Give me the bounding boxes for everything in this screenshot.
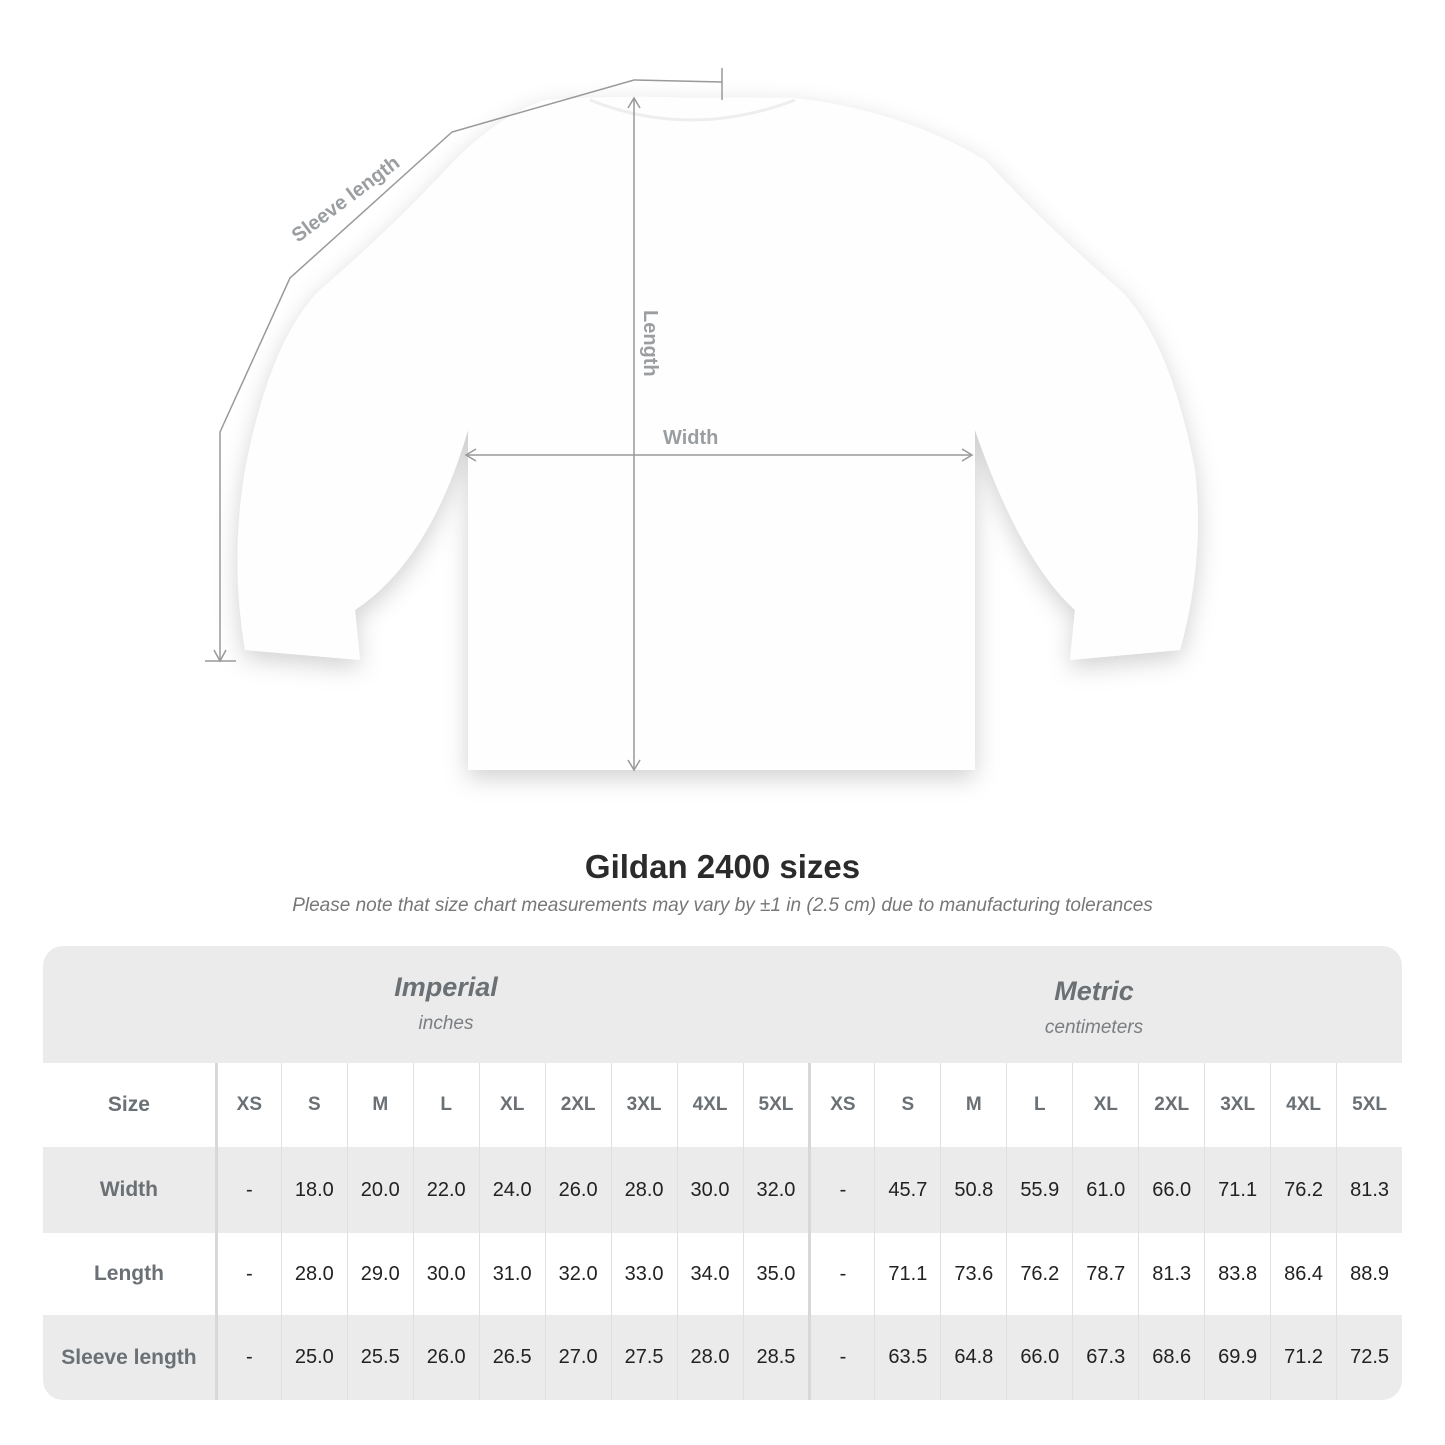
size-header-metric: 5XL bbox=[1336, 1063, 1402, 1147]
value-cell-imperial: 33.0 bbox=[610, 1233, 677, 1315]
sleeve-measure-line bbox=[219, 79, 723, 660]
value-cell-imperial: 32.0 bbox=[544, 1233, 611, 1315]
value-cell-metric: - bbox=[808, 1315, 874, 1400]
value-cell-metric: 81.3 bbox=[1138, 1233, 1204, 1315]
value-cell-metric: 71.1 bbox=[874, 1233, 940, 1315]
row-label: Width bbox=[99, 1178, 158, 1201]
size-header-imperial: 5XL bbox=[742, 1063, 809, 1147]
size-header-metric: L bbox=[1006, 1063, 1072, 1147]
value-cell-imperial: 28.0 bbox=[610, 1147, 677, 1233]
value-cell-imperial: 27.5 bbox=[610, 1315, 677, 1400]
value-cell-metric: 76.2 bbox=[1270, 1147, 1336, 1233]
row-label: Length bbox=[93, 1262, 164, 1285]
value-cell-metric: 64.8 bbox=[940, 1315, 1006, 1400]
size-header-metric: 4XL bbox=[1270, 1063, 1336, 1147]
value-cell-imperial: 26.0 bbox=[544, 1147, 611, 1233]
value-cell-imperial: 24.0 bbox=[478, 1147, 545, 1233]
value-cell-imperial: 35.0 bbox=[742, 1233, 809, 1315]
value-cell-imperial: 20.0 bbox=[346, 1147, 413, 1233]
size-header-imperial: 3XL bbox=[610, 1063, 677, 1147]
table-header-band bbox=[43, 946, 1402, 1063]
size-header-metric: 2XL bbox=[1138, 1063, 1204, 1147]
size-header-imperial: M bbox=[346, 1063, 413, 1147]
shirt-shape bbox=[237, 96, 1198, 770]
value-cell-metric: 50.8 bbox=[940, 1147, 1006, 1233]
value-cell-imperial: 26.5 bbox=[478, 1315, 545, 1400]
value-cell-metric: 88.9 bbox=[1336, 1233, 1402, 1315]
width-label: Width bbox=[663, 427, 718, 449]
imperial-unit: inches bbox=[418, 1013, 474, 1034]
size-header-imperial: L bbox=[412, 1063, 479, 1147]
value-cell-imperial: 18.0 bbox=[280, 1147, 347, 1233]
tolerance-note: Please note that size chart measurements… bbox=[292, 895, 1153, 916]
metric-header: Metric centimeters bbox=[809, 946, 1379, 1063]
value-cell-metric: 83.8 bbox=[1204, 1233, 1270, 1315]
value-cell-imperial: 32.0 bbox=[742, 1147, 809, 1233]
size-header-metric: M bbox=[940, 1063, 1006, 1147]
size-header-metric: S bbox=[874, 1063, 940, 1147]
value-cell-metric: 72.5 bbox=[1336, 1315, 1402, 1400]
value-cell-imperial: 25.0 bbox=[280, 1315, 347, 1400]
value-cell-metric: 63.5 bbox=[874, 1315, 940, 1400]
size-header-imperial: XL bbox=[478, 1063, 545, 1147]
size-header-imperial: S bbox=[280, 1063, 347, 1147]
shirt-diagram: Sleeve length Length Width bbox=[205, 68, 1198, 772]
value-cell-metric: 68.6 bbox=[1138, 1315, 1204, 1400]
size-header-imperial: 2XL bbox=[544, 1063, 611, 1147]
value-cell-metric: 66.0 bbox=[1006, 1315, 1072, 1400]
value-cell-metric: 76.2 bbox=[1006, 1233, 1072, 1315]
value-cell-imperial: 34.0 bbox=[676, 1233, 743, 1315]
page-title: Gildan 2400 sizes bbox=[584, 848, 861, 885]
value-cell-metric: 67.3 bbox=[1072, 1315, 1138, 1400]
table-row: Sleeve length -25.0 25.5 26.0 26.5 27.0 27.5 28… bbox=[43, 1315, 1402, 1400]
size-header-metric: XL bbox=[1072, 1063, 1138, 1147]
value-cell-imperial: 22.0 bbox=[412, 1147, 479, 1233]
value-cell-imperial: 25.5 bbox=[346, 1315, 413, 1400]
row-label: Sleeve length bbox=[61, 1345, 197, 1369]
value-cell-imperial: 31.0 bbox=[478, 1233, 545, 1315]
value-cell-imperial: 30.0 bbox=[412, 1233, 479, 1315]
value-cell-imperial: 30.0 bbox=[676, 1147, 743, 1233]
value-cell-imperial: - bbox=[214, 1315, 281, 1400]
value-cell-imperial: 28.0 bbox=[676, 1315, 743, 1400]
metric-unit: centimeters bbox=[1044, 1017, 1144, 1038]
size-header-metric: 3XL bbox=[1204, 1063, 1270, 1147]
value-cell-metric: 55.9 bbox=[1006, 1147, 1072, 1233]
value-cell-imperial: - bbox=[214, 1233, 281, 1315]
value-cell-metric: 45.7 bbox=[874, 1147, 940, 1233]
metric-title: Metric bbox=[1054, 976, 1134, 1006]
size-header-row: Size XS S M L XL 2XL 3XL 4XL 5XL XS S M L XL 2XL 3XL 4XL 5… bbox=[43, 1063, 1402, 1147]
value-cell-imperial: - bbox=[214, 1147, 281, 1233]
value-cell-metric: 71.2 bbox=[1270, 1315, 1336, 1400]
value-cell-metric: 78.7 bbox=[1072, 1233, 1138, 1315]
value-cell-metric: - bbox=[808, 1233, 874, 1315]
value-cell-imperial: 26.0 bbox=[412, 1315, 479, 1400]
table-row: Width -18.0 20.0 22.0 24.0 26.0 28.0 30.0 32.0-4… bbox=[43, 1147, 1402, 1233]
value-cell-imperial: 27.0 bbox=[544, 1315, 611, 1400]
table-row: Length -28.0 29.0 30.0 31.0 32.0 33.0 34.0 35.0-… bbox=[43, 1233, 1402, 1315]
value-cell-imperial: 29.0 bbox=[346, 1233, 413, 1315]
value-cell-metric: 86.4 bbox=[1270, 1233, 1336, 1315]
value-cell-metric: 66.0 bbox=[1138, 1147, 1204, 1233]
size-header-imperial: XS bbox=[214, 1063, 281, 1147]
size-header-metric: XS bbox=[808, 1063, 874, 1147]
value-cell-metric: 73.6 bbox=[940, 1233, 1006, 1315]
value-cell-imperial: 28.0 bbox=[280, 1233, 347, 1315]
value-cell-metric: - bbox=[808, 1147, 874, 1233]
value-cell-metric: 69.9 bbox=[1204, 1315, 1270, 1400]
value-cell-metric: 61.0 bbox=[1072, 1147, 1138, 1233]
value-cell-imperial: 28.5 bbox=[742, 1315, 809, 1400]
imperial-header: Imperial inches bbox=[215, 946, 677, 1063]
size-table: Imperial inches Metric centimeters Size X… bbox=[43, 946, 1402, 1400]
size-column-label: Size bbox=[107, 1093, 150, 1116]
value-cell-metric: 81.3 bbox=[1336, 1147, 1402, 1233]
imperial-title: Imperial bbox=[394, 972, 498, 1002]
value-cell-metric: 71.1 bbox=[1204, 1147, 1270, 1233]
size-header-imperial: 4XL bbox=[676, 1063, 743, 1147]
length-label: Length bbox=[639, 310, 661, 377]
